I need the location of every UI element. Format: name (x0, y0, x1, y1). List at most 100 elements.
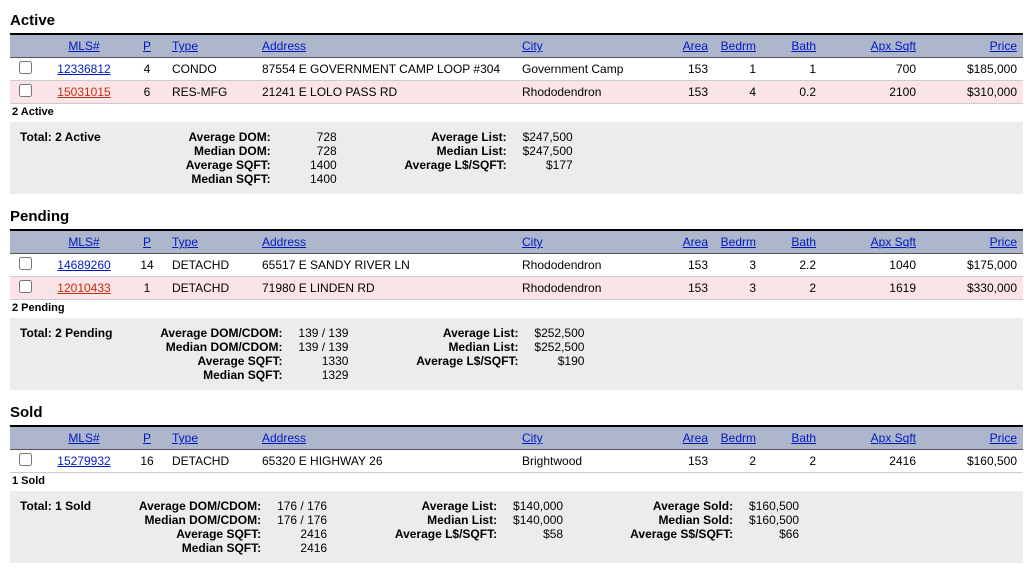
col-p[interactable]: P (128, 35, 166, 58)
col-type[interactable]: Type (166, 231, 256, 254)
table-row: 1527993216DETACHD65320 E HIGHWAY 26Brigh… (10, 450, 1023, 473)
col-price[interactable]: Price (922, 231, 1023, 254)
col-area[interactable]: Area (666, 35, 714, 58)
row-checkbox[interactable] (19, 453, 32, 466)
mls-link[interactable]: 15279932 (57, 454, 110, 468)
cell-mls: 15279932 (40, 450, 128, 473)
cell-p: 4 (128, 58, 166, 81)
col-price[interactable]: Price (922, 427, 1023, 450)
col-p[interactable]: P (128, 231, 166, 254)
mls-link[interactable]: 12336812 (57, 62, 110, 76)
col-sqft[interactable]: Apx Sqft (822, 427, 922, 450)
stat-row: Median DOM/CDOM:139 / 139 (142, 340, 348, 354)
cell-sqft: 2416 (822, 450, 922, 473)
col-sqft[interactable]: Apx Sqft (822, 35, 922, 58)
stat-group: Average DOM/CDOM:139 / 139Median DOM/CDO… (142, 326, 348, 382)
stat-row: Average List:$140,000 (357, 499, 563, 513)
cell-mls: 15031015 (40, 81, 128, 104)
cell-address: 21241 E LOLO PASS RD (256, 81, 516, 104)
col-mls[interactable]: MLS# (40, 427, 128, 450)
cell-p: 14 (128, 254, 166, 277)
stat-row: Average SQFT:1400 (131, 158, 337, 172)
stat-value: 1330 (288, 354, 348, 368)
count-line: 2 Active (12, 106, 1023, 118)
section-title: Pending (10, 208, 1023, 225)
cell-area: 153 (666, 81, 714, 104)
stat-value: $58 (503, 527, 563, 541)
col-city[interactable]: City (516, 427, 666, 450)
table-row: 123368124CONDO87554 E GOVERNMENT CAMP LO… (10, 58, 1023, 81)
table-row: 150310156RES-MFG21241 E LOLO PASS RDRhod… (10, 81, 1023, 104)
col-mls[interactable]: MLS# (40, 231, 128, 254)
section-title: Active (10, 12, 1023, 29)
cell-price: $160,500 (922, 450, 1023, 473)
col-bath[interactable]: Bath (762, 427, 822, 450)
col-bedrm[interactable]: Bedrm (714, 35, 762, 58)
stat-row: Median SQFT:1400 (131, 172, 337, 186)
stat-row: Average List:$247,500 (367, 130, 573, 144)
col-area[interactable]: Area (666, 427, 714, 450)
mls-link[interactable]: 12010433 (57, 281, 110, 295)
col-address[interactable]: Address (256, 231, 516, 254)
stat-row: Average DOM/CDOM:176 / 176 (121, 499, 327, 513)
stat-label: Median SQFT: (131, 172, 277, 186)
row-checkbox[interactable] (19, 61, 32, 74)
stat-value: 1400 (277, 172, 337, 186)
cell-address: 87554 E GOVERNMENT CAMP LOOP #304 (256, 58, 516, 81)
col-checkbox (10, 231, 40, 254)
col-type[interactable]: Type (166, 427, 256, 450)
stat-group: Average List:$140,000Median List:$140,00… (357, 499, 563, 555)
stat-label: Average DOM/CDOM: (142, 326, 288, 340)
stat-label: Average L$/SQFT: (357, 527, 503, 541)
table-row: 120104331DETACHD71980 E LINDEN RDRhodode… (10, 277, 1023, 300)
stat-value: $66 (739, 527, 799, 541)
col-mls[interactable]: MLS# (40, 35, 128, 58)
cell-bath: 2 (762, 450, 822, 473)
cell-mls: 12010433 (40, 277, 128, 300)
col-address[interactable]: Address (256, 427, 516, 450)
stat-value: 139 / 139 (288, 326, 348, 340)
stat-group: Average DOM/CDOM:176 / 176Median DOM/CDO… (121, 499, 327, 555)
stat-row: Median DOM:728 (131, 144, 337, 158)
count-line: 2 Pending (12, 302, 1023, 314)
col-city[interactable]: City (516, 231, 666, 254)
col-bath[interactable]: Bath (762, 231, 822, 254)
row-checkbox[interactable] (19, 84, 32, 97)
stat-label: Average SQFT: (131, 158, 277, 172)
col-type[interactable]: Type (166, 35, 256, 58)
row-checkbox[interactable] (19, 280, 32, 293)
stat-row: Median List:$247,500 (367, 144, 573, 158)
cell-type: DETACHD (166, 450, 256, 473)
cell-area: 153 (666, 58, 714, 81)
col-bath[interactable]: Bath (762, 35, 822, 58)
stat-value: 728 (277, 144, 337, 158)
section-pending: Pending MLS#PTypeAddressCityAreaBedrmBath… (10, 208, 1023, 390)
col-price[interactable]: Price (922, 35, 1023, 58)
mls-link[interactable]: 15031015 (57, 85, 110, 99)
cell-checkbox (10, 277, 40, 300)
stat-value: 139 / 139 (288, 340, 348, 354)
col-bedrm[interactable]: Bedrm (714, 427, 762, 450)
col-city[interactable]: City (516, 35, 666, 58)
row-checkbox[interactable] (19, 257, 32, 270)
cell-bath: 1 (762, 58, 822, 81)
stat-label: Average List: (357, 499, 503, 513)
col-bedrm[interactable]: Bedrm (714, 231, 762, 254)
col-p[interactable]: P (128, 427, 166, 450)
stat-label: Median DOM/CDOM: (121, 513, 267, 527)
stat-value: 176 / 176 (267, 513, 327, 527)
cell-price: $330,000 (922, 277, 1023, 300)
stat-row: Median List:$140,000 (357, 513, 563, 527)
stat-value: $252,500 (524, 326, 584, 340)
col-area[interactable]: Area (666, 231, 714, 254)
col-sqft[interactable]: Apx Sqft (822, 231, 922, 254)
stat-label: Average List: (367, 130, 513, 144)
cell-mls: 12336812 (40, 58, 128, 81)
cell-p: 6 (128, 81, 166, 104)
col-address[interactable]: Address (256, 35, 516, 58)
stat-value: $177 (513, 158, 573, 172)
mls-link[interactable]: 14689260 (57, 258, 110, 272)
stat-label: Average L$/SQFT: (378, 354, 524, 368)
total-label: Total: 2 Active (20, 130, 101, 186)
cell-checkbox (10, 58, 40, 81)
